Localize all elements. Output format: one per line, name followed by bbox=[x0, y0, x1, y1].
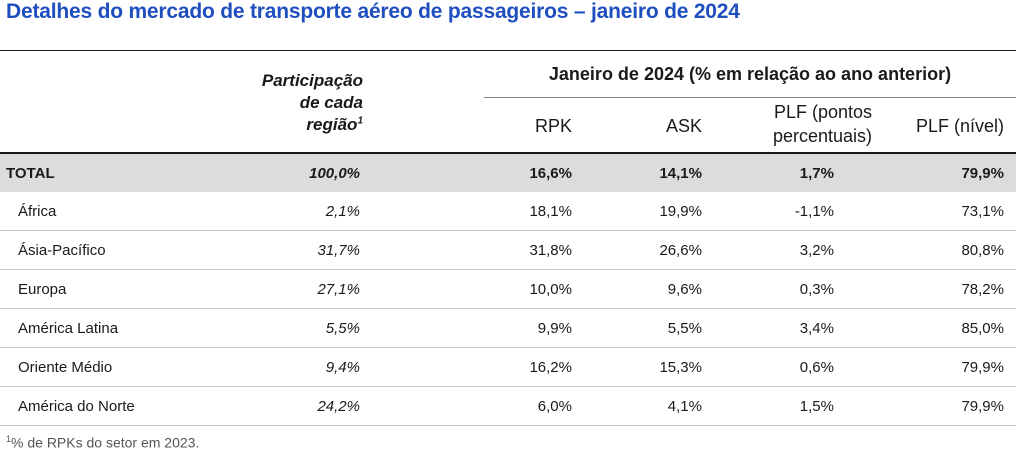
table-row: Oriente Médio 9,4% 16,2% 15,3% 0,6% 79,9… bbox=[0, 348, 1016, 387]
row-name: TOTAL bbox=[6, 165, 55, 182]
row-rpk: 16,6% bbox=[529, 165, 572, 182]
header-plf-pp: PLF (pontos percentuais) bbox=[730, 100, 872, 148]
header-rpk: RPK bbox=[534, 116, 572, 136]
row-rpk: 10,0% bbox=[529, 281, 572, 298]
page-title: Detalhes do mercado de transporte aéreo … bbox=[6, 0, 740, 23]
row-rpk: 18,1% bbox=[529, 203, 572, 220]
row-plf-pp: 1,5% bbox=[799, 398, 834, 415]
row-ask: 15,3% bbox=[659, 359, 702, 376]
row-rpk: 31,8% bbox=[529, 242, 572, 259]
row-plf-pp: 1,7% bbox=[799, 165, 834, 182]
row-name: África bbox=[18, 203, 57, 220]
row-plf: 73,1% bbox=[961, 203, 1004, 220]
table-row: Europa 27,1% 10,0% 9,6% 0,3% 78,2% bbox=[0, 270, 1016, 309]
footnote: 1% de RPKs do setor em 2023. bbox=[6, 434, 199, 451]
table-row: África 2,1% 18,1% 19,9% -1,1% 73,1% bbox=[0, 192, 1016, 231]
row-share: 100,0% bbox=[309, 165, 360, 182]
table-row: América Latina 5,5% 9,9% 5,5% 3,4% 85,0% bbox=[0, 309, 1016, 348]
header-share-line2: de cada bbox=[299, 93, 363, 112]
row-share: 9,4% bbox=[325, 359, 360, 376]
row-name: Ásia-Pacífico bbox=[18, 242, 106, 259]
row-share: 27,1% bbox=[317, 281, 360, 298]
row-rpk: 9,9% bbox=[537, 320, 572, 337]
row-plf: 78,2% bbox=[961, 281, 1004, 298]
footnote-text: % de RPKs do setor em 2023. bbox=[11, 434, 200, 451]
row-plf: 80,8% bbox=[961, 242, 1004, 259]
row-ask: 9,6% bbox=[667, 281, 702, 298]
row-name: Europa bbox=[18, 281, 67, 298]
row-share: 24,2% bbox=[317, 398, 360, 415]
row-rpk: 6,0% bbox=[537, 398, 572, 415]
data-table: TOTAL 100,0% 16,6% 14,1% 1,7% 79,9% Áfri… bbox=[0, 154, 1016, 426]
row-ask: 26,6% bbox=[659, 242, 702, 259]
table-row: Ásia-Pacífico 31,7% 31,8% 26,6% 3,2% 80,… bbox=[0, 231, 1016, 270]
top-rule bbox=[0, 50, 1016, 51]
row-share: 5,5% bbox=[325, 320, 360, 337]
header-plf-pp-line1: PLF (pontos bbox=[773, 102, 872, 122]
row-plf-pp: -1,1% bbox=[794, 203, 834, 220]
header-ask: ASK bbox=[665, 116, 702, 136]
row-plf-pp: 0,6% bbox=[799, 359, 834, 376]
row-plf-pp: 3,2% bbox=[799, 242, 834, 259]
row-plf: 79,9% bbox=[961, 398, 1004, 415]
row-ask: 4,1% bbox=[667, 398, 702, 415]
row-share: 2,1% bbox=[325, 203, 360, 220]
header-bottom-rule bbox=[0, 152, 1016, 154]
group-rule bbox=[484, 97, 1016, 98]
row-ask: 14,1% bbox=[659, 165, 702, 182]
header-plf-pp-line2: percentuais) bbox=[772, 126, 872, 146]
table-row: América do Norte 24,2% 6,0% 4,1% 1,5% 79… bbox=[0, 387, 1016, 426]
header-plf-level: PLF (nível) bbox=[915, 116, 1004, 136]
row-plf: 85,0% bbox=[961, 320, 1004, 337]
row-name: Oriente Médio bbox=[18, 359, 113, 376]
header-share-line1: Participação bbox=[261, 71, 363, 90]
row-plf: 79,9% bbox=[961, 165, 1004, 182]
row-ask: 19,9% bbox=[659, 203, 702, 220]
header-group-title: Janeiro de 2024 (% em relação ao ano ant… bbox=[548, 64, 952, 84]
header-share-line3: região bbox=[306, 115, 358, 134]
footnote-marker: 1 bbox=[6, 434, 12, 444]
row-plf: 79,9% bbox=[961, 359, 1004, 376]
header-share-footnote-ref: 1 bbox=[357, 115, 363, 127]
row-share: 31,7% bbox=[317, 242, 360, 259]
row-plf-pp: 0,3% bbox=[799, 281, 834, 298]
row-ask: 5,5% bbox=[667, 320, 702, 337]
row-name: América Latina bbox=[18, 320, 119, 337]
header-share: Participação de cada região1 bbox=[230, 70, 363, 136]
row-rpk: 16,2% bbox=[529, 359, 572, 376]
table-row-total: TOTAL 100,0% 16,6% 14,1% 1,7% 79,9% bbox=[0, 154, 1016, 192]
row-plf-pp: 3,4% bbox=[799, 320, 834, 337]
row-name: América do Norte bbox=[18, 398, 135, 415]
